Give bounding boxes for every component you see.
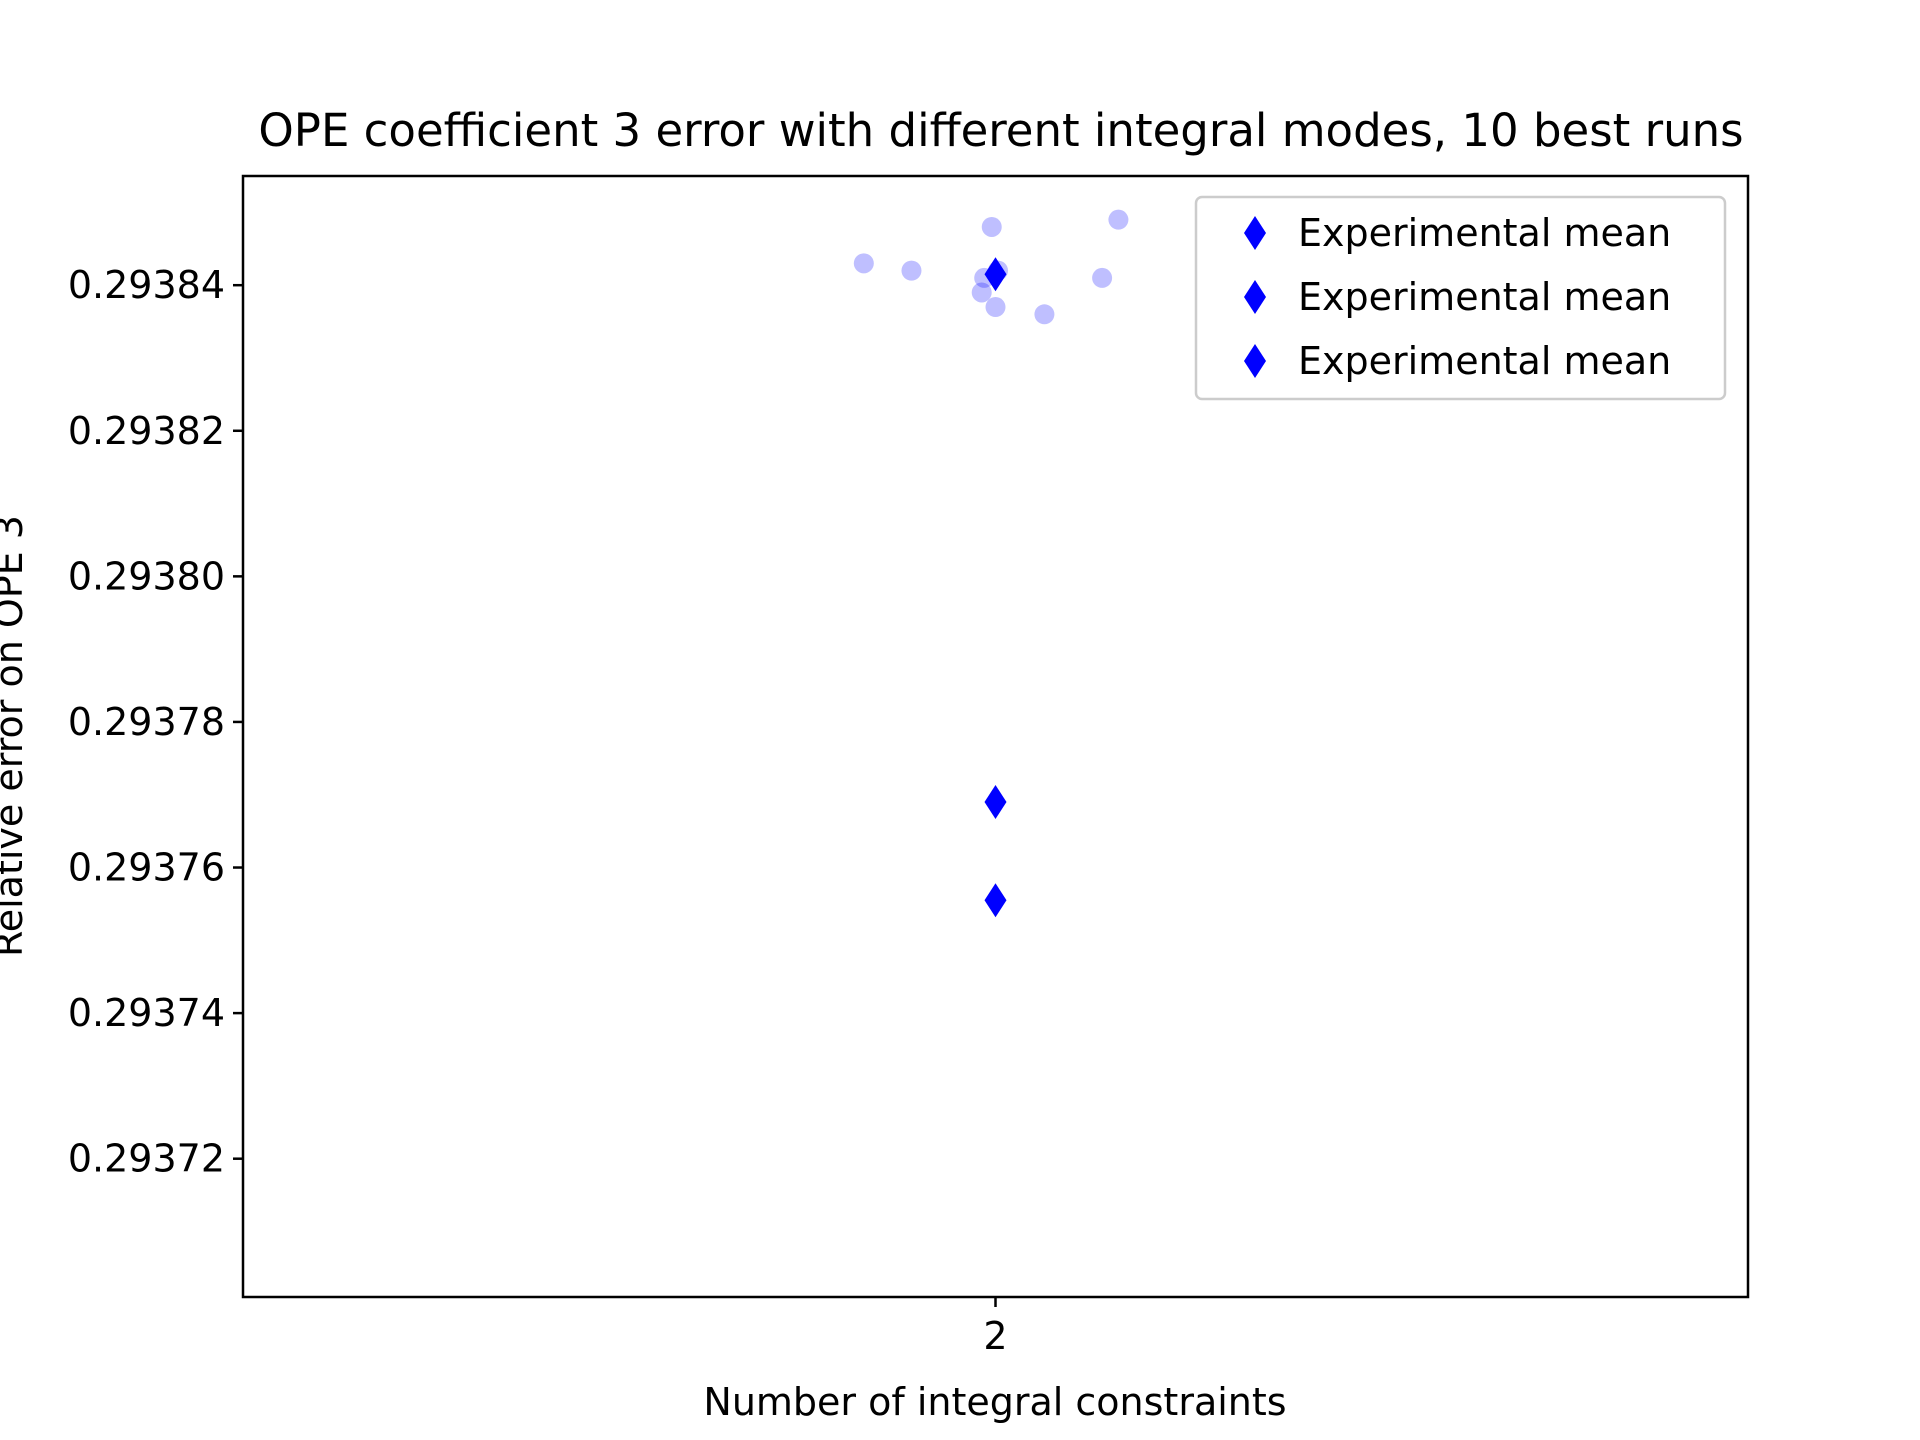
x-axis-label: Number of integral constraints <box>703 1380 1286 1424</box>
legend-label: Experimental mean <box>1298 275 1671 319</box>
y-tick-label: 0.29384 <box>68 263 225 307</box>
mean-point <box>984 785 1007 820</box>
chart-title: OPE coefficient 3 error with different i… <box>258 104 1743 157</box>
run-point <box>981 216 1002 237</box>
run-point <box>971 282 992 303</box>
y-tick-label: 0.29372 <box>68 1137 225 1181</box>
legend-marker <box>1244 344 1266 378</box>
y-axis-label: Relative error on OPE 3 <box>0 515 31 957</box>
legend-label: Experimental mean <box>1298 211 1671 255</box>
mean-point <box>984 883 1007 918</box>
y-tick-label: 0.29380 <box>68 554 225 598</box>
legend: Experimental mean Experimental mean Experi… <box>1194 195 1727 401</box>
run-point <box>1092 267 1113 288</box>
mean-points <box>984 257 1007 918</box>
y-axis-ticks: 0.29372 0.29374 0.29376 0.29378 0.29380 0.293… <box>68 263 243 1181</box>
run-point <box>901 260 922 281</box>
legend-marker <box>1244 280 1266 314</box>
y-tick-label: 0.29378 <box>68 700 225 744</box>
run-point <box>1034 304 1055 325</box>
y-tick-label: 0.29374 <box>68 991 225 1035</box>
x-axis-ticks: 2 <box>983 1297 1008 1358</box>
legend-box <box>1194 195 1727 401</box>
legend-label: Experimental mean <box>1298 339 1671 383</box>
run-point <box>1108 209 1129 230</box>
y-tick-label: 0.29376 <box>68 846 225 890</box>
run-point <box>985 297 1006 318</box>
x-tick-label: 2 <box>983 1314 1007 1358</box>
plot-area-frame <box>241 174 1750 1299</box>
legend-marker <box>1244 216 1266 250</box>
run-point <box>853 253 874 274</box>
y-tick-label: 0.29382 <box>68 409 225 453</box>
mean-point <box>984 257 1007 292</box>
